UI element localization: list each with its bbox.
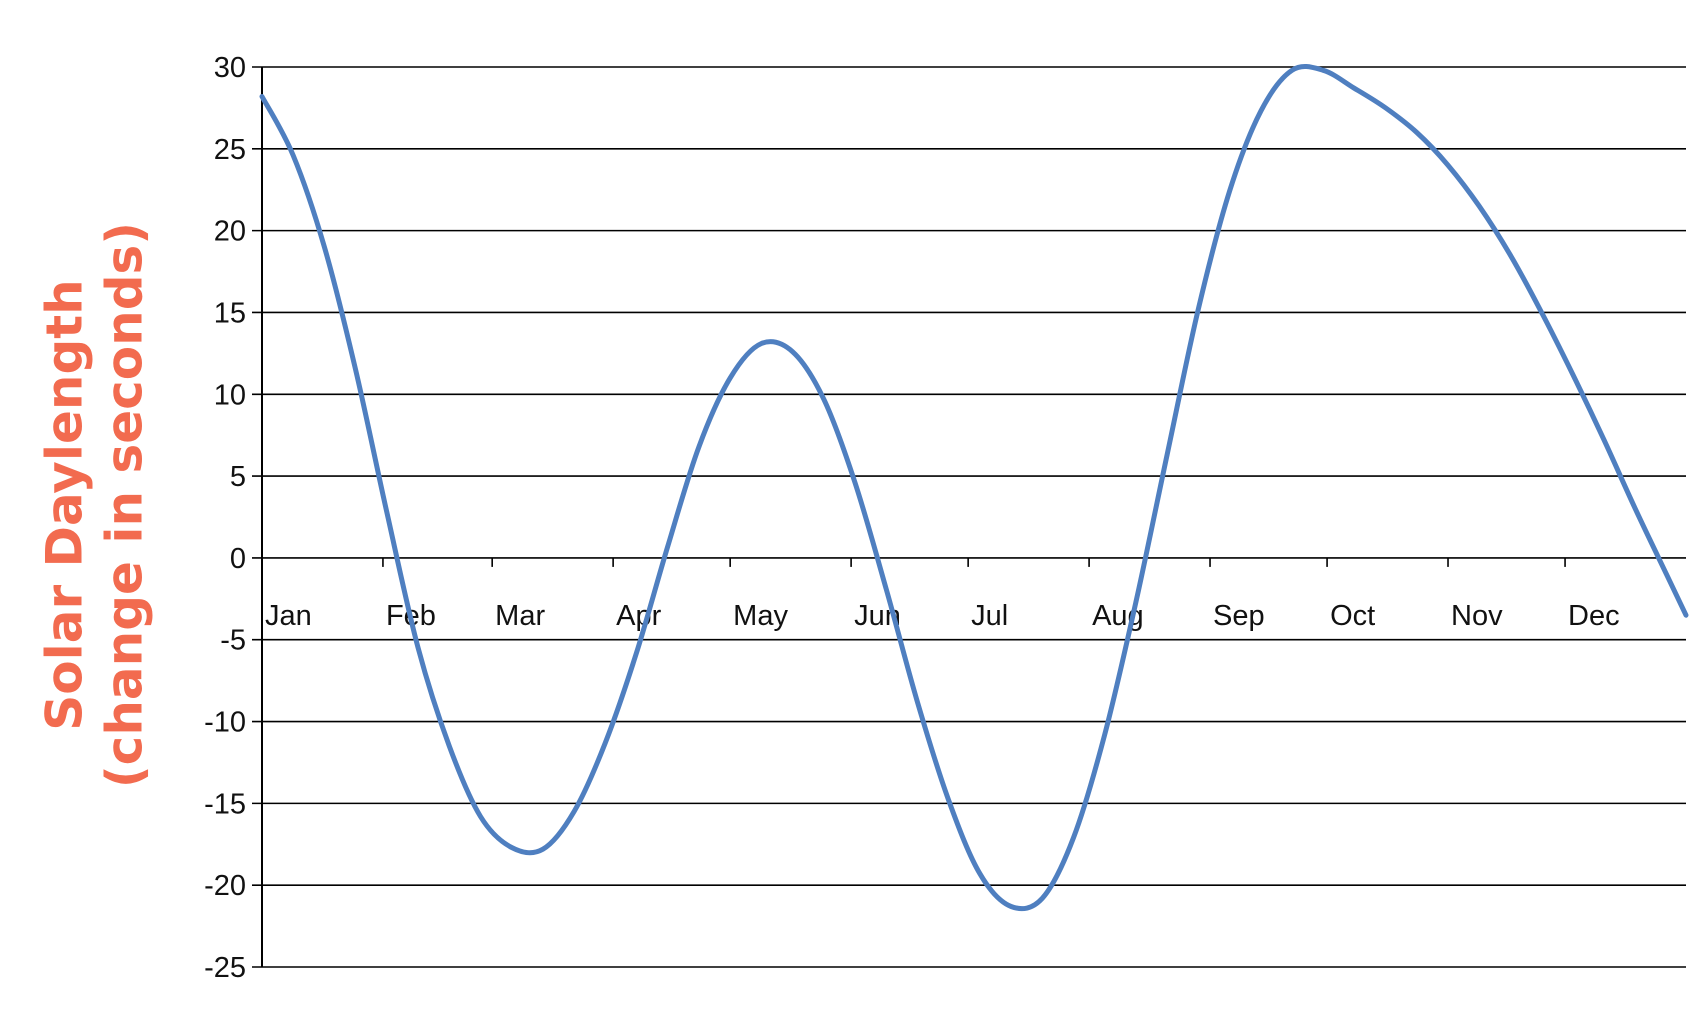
daylength-series-line (259, 64, 1689, 912)
y-tick-label: 5 (230, 461, 246, 493)
y-tick-label: -25 (204, 952, 246, 984)
y-tick-label: -5 (220, 625, 246, 657)
x-tick-label-oct: Oct (1330, 600, 1375, 632)
grid-lines (252, 66, 1686, 968)
x-tick-label-apr: Apr (616, 600, 661, 632)
y-tick-label: 10 (214, 379, 246, 411)
x-tick-label-may: May (733, 600, 788, 632)
x-tick-label-mar: Mar (495, 600, 545, 632)
y-tick-labels: 30 25 20 15 10 5 0 -5 -10 -15 -20 -25 (204, 52, 246, 984)
x-tick-labels: Jan Feb Mar Apr May Jun Jul Aug Sep Oct Nov Dec (265, 600, 1620, 632)
y-tick-label: 15 (214, 297, 246, 329)
y-tick-label: -20 (204, 870, 246, 902)
x-tick-label-jan: Jan (265, 600, 312, 632)
y-tick-label: -15 (204, 788, 246, 820)
x-axis-ticks (382, 557, 1566, 567)
y-tick-label: 25 (214, 134, 246, 166)
x-tick-label-dec: Dec (1568, 600, 1620, 632)
x-tick-label-jul: Jul (971, 600, 1008, 632)
x-tick-label-nov: Nov (1451, 600, 1503, 632)
y-axis-label-line-1: Solar Daylength (36, 279, 94, 731)
x-tick-label-sep: Sep (1213, 600, 1265, 632)
y-tick-label: 30 (214, 52, 246, 84)
y-axis-label-line-2: (change in seconds) (96, 222, 154, 788)
y-tick-label: -10 (204, 707, 246, 739)
y-tick-label: 0 (230, 543, 246, 575)
y-tick-label: 20 (214, 216, 246, 248)
